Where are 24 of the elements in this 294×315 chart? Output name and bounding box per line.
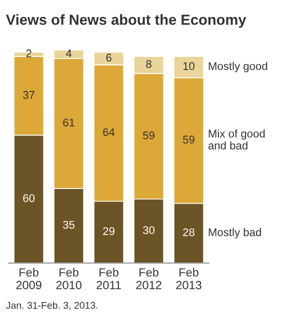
data-label: 10 bbox=[183, 62, 194, 70]
data-label: 6 bbox=[106, 54, 112, 62]
data-label: 35 bbox=[63, 220, 75, 229]
x-tick-label: Feb 2013 bbox=[176, 268, 202, 290]
chart-title: Views of News about the Economy bbox=[6, 14, 246, 28]
data-label: 29 bbox=[103, 227, 114, 236]
data-label: 28 bbox=[183, 228, 194, 236]
text: Jan. 31-Feb. 3, 2013. bbox=[6, 302, 98, 310]
x-tick-label: Feb 2012 bbox=[136, 268, 162, 290]
series-label: Mostly bad bbox=[208, 228, 261, 238]
x-tick-label: Feb 2009 bbox=[16, 268, 42, 290]
data-label: 64 bbox=[103, 128, 115, 136]
series-label: Mostly good bbox=[208, 62, 268, 72]
data-label: 37 bbox=[23, 90, 34, 99]
data-label: 61 bbox=[63, 118, 74, 126]
data-label: 59 bbox=[183, 136, 194, 144]
data-label: 30 bbox=[143, 226, 155, 234]
data-label: 8 bbox=[146, 60, 152, 68]
data-label: 60 bbox=[23, 194, 35, 202]
data-label: 4 bbox=[66, 50, 72, 58]
x-tick-label: Feb 2010 bbox=[56, 268, 82, 290]
series-label: Mix of good and bad bbox=[208, 129, 265, 150]
x-tick-label: Feb 2011 bbox=[96, 268, 121, 290]
data-label: 59 bbox=[143, 131, 154, 140]
